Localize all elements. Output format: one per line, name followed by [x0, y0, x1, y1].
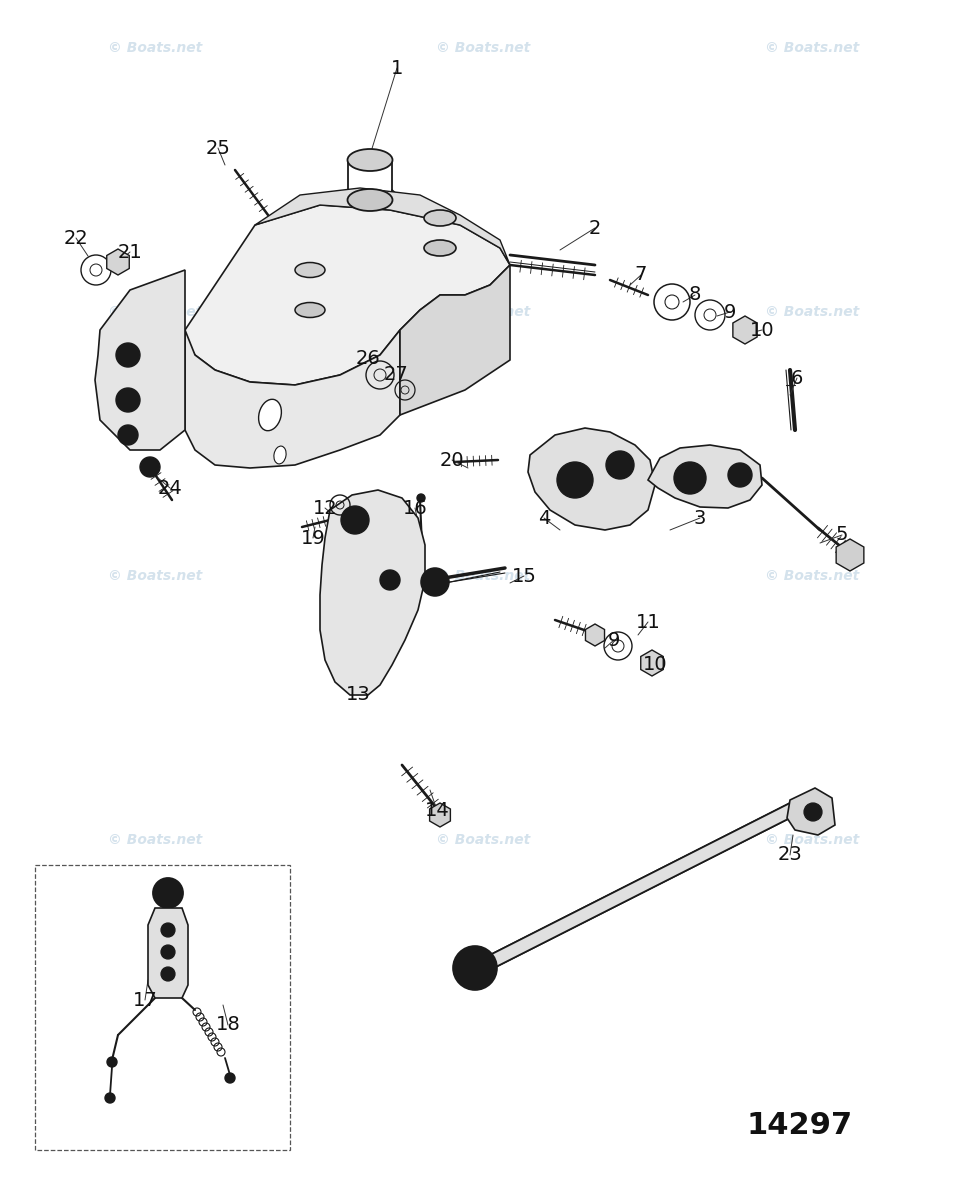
Polygon shape	[148, 908, 188, 998]
Circle shape	[728, 463, 752, 487]
Text: 1: 1	[391, 59, 403, 78]
Circle shape	[341, 506, 369, 534]
Polygon shape	[400, 265, 510, 415]
Text: 11: 11	[635, 612, 660, 631]
Polygon shape	[836, 539, 864, 571]
Text: © Boats.net: © Boats.net	[436, 833, 531, 847]
Circle shape	[116, 388, 140, 412]
Text: 27: 27	[384, 366, 408, 384]
Circle shape	[557, 462, 593, 498]
Polygon shape	[429, 803, 451, 827]
Text: 8: 8	[689, 286, 701, 305]
Text: 10: 10	[749, 320, 775, 340]
Polygon shape	[648, 445, 762, 508]
Circle shape	[804, 803, 822, 821]
Circle shape	[674, 462, 706, 494]
Circle shape	[606, 451, 634, 479]
Text: © Boats.net: © Boats.net	[765, 569, 860, 583]
Text: 9: 9	[724, 302, 736, 322]
Polygon shape	[185, 205, 510, 385]
Circle shape	[116, 343, 140, 367]
Text: 18: 18	[216, 1015, 241, 1034]
Ellipse shape	[274, 446, 286, 464]
Text: © Boats.net: © Boats.net	[436, 305, 531, 319]
Text: © Boats.net: © Boats.net	[107, 41, 202, 55]
Ellipse shape	[347, 188, 393, 211]
Polygon shape	[787, 788, 835, 835]
Text: 7: 7	[634, 265, 647, 284]
Text: 22: 22	[64, 228, 88, 247]
Text: 17: 17	[132, 990, 158, 1009]
Text: 9: 9	[608, 630, 620, 649]
Text: 4: 4	[538, 509, 550, 528]
Circle shape	[161, 923, 175, 937]
Text: 14: 14	[425, 800, 450, 820]
Polygon shape	[528, 428, 655, 530]
Text: 14297: 14297	[747, 1110, 853, 1140]
Text: © Boats.net: © Boats.net	[436, 569, 531, 583]
Bar	[35, 865, 290, 1150]
Circle shape	[107, 1057, 117, 1067]
Circle shape	[118, 425, 138, 445]
Text: 16: 16	[402, 498, 427, 517]
Ellipse shape	[295, 302, 325, 318]
Ellipse shape	[347, 149, 393, 170]
Circle shape	[140, 457, 160, 476]
Polygon shape	[95, 270, 185, 450]
Polygon shape	[106, 248, 130, 275]
Polygon shape	[480, 803, 790, 974]
Text: © Boats.net: © Boats.net	[107, 305, 202, 319]
Polygon shape	[585, 624, 604, 646]
Circle shape	[421, 568, 449, 596]
Polygon shape	[185, 330, 400, 468]
Circle shape	[380, 570, 400, 590]
Polygon shape	[733, 316, 757, 344]
Text: © Boats.net: © Boats.net	[107, 833, 202, 847]
Circle shape	[153, 878, 183, 908]
Text: 21: 21	[118, 242, 142, 262]
Text: 6: 6	[791, 368, 804, 388]
Text: © Boats.net: © Boats.net	[765, 833, 860, 847]
Text: © Boats.net: © Boats.net	[436, 41, 531, 55]
Text: 12: 12	[312, 498, 337, 517]
Polygon shape	[255, 188, 510, 265]
Text: 25: 25	[206, 138, 230, 157]
Text: 13: 13	[345, 685, 370, 704]
Text: 15: 15	[512, 566, 537, 586]
Text: 20: 20	[440, 450, 464, 469]
Text: © Boats.net: © Boats.net	[107, 569, 202, 583]
Circle shape	[225, 1073, 235, 1082]
Text: 24: 24	[158, 479, 183, 498]
Ellipse shape	[258, 400, 281, 431]
Text: 5: 5	[835, 526, 848, 545]
Circle shape	[417, 494, 425, 502]
Polygon shape	[641, 650, 663, 676]
Circle shape	[161, 967, 175, 982]
Text: 2: 2	[589, 218, 601, 238]
Text: 23: 23	[777, 846, 803, 864]
Text: 3: 3	[693, 509, 706, 528]
Ellipse shape	[424, 210, 456, 226]
Text: © Boats.net: © Boats.net	[765, 41, 860, 55]
Polygon shape	[320, 490, 425, 695]
Ellipse shape	[295, 263, 325, 277]
Ellipse shape	[424, 240, 456, 256]
Circle shape	[105, 1093, 115, 1103]
Text: 19: 19	[301, 528, 325, 547]
Circle shape	[453, 946, 497, 990]
Text: © Boats.net: © Boats.net	[765, 305, 860, 319]
Text: 10: 10	[643, 655, 667, 674]
Text: 26: 26	[356, 348, 380, 367]
Circle shape	[161, 946, 175, 959]
